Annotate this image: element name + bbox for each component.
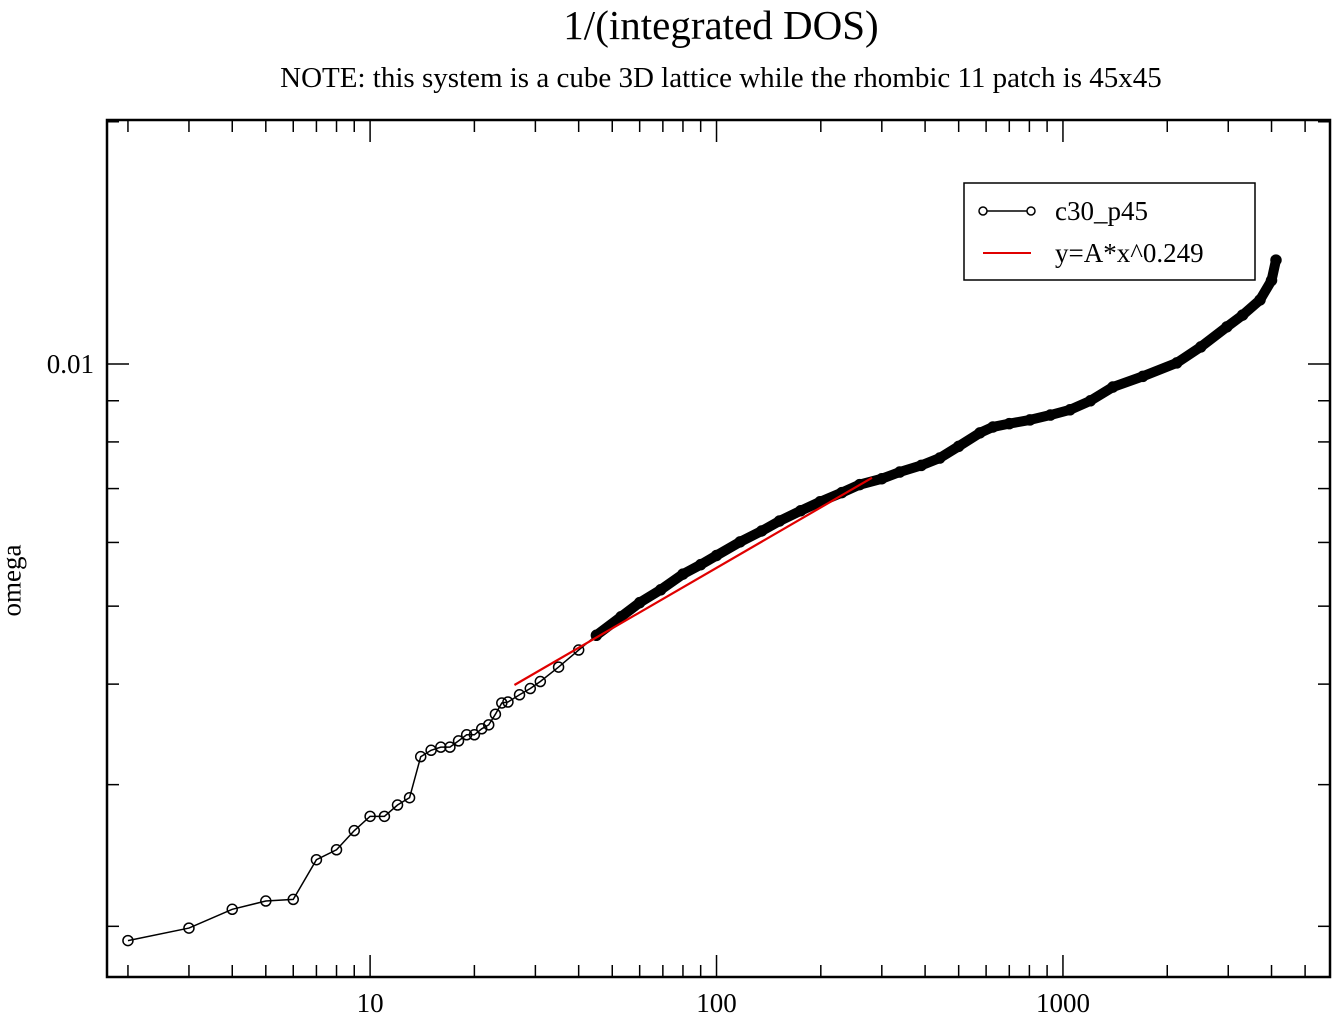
data-point-c30-p45 (633, 596, 646, 609)
legend-label-series-2: y=A*x^0.249 (1055, 238, 1204, 268)
data-point-c30-p45 (773, 515, 786, 527)
data-point-c30-p45 (794, 504, 807, 517)
data-point-c30-p45 (287, 893, 299, 906)
data-point-c30-p45 (513, 689, 526, 701)
data-point-c30-p45 (1254, 294, 1266, 306)
data-point-c30-p45 (496, 697, 508, 709)
x-tick-label: 1000 (1036, 988, 1090, 1018)
data-point-c30-p45 (934, 452, 946, 464)
data-point-c30-p45 (552, 661, 565, 673)
data-point-c30-p45 (310, 853, 323, 866)
data-point-c30-p45 (615, 611, 627, 623)
data-point-c30-p45 (677, 568, 689, 580)
series-layer (122, 254, 1282, 947)
data-point-c30-p45 (452, 735, 465, 747)
data-point-c30-p45 (1024, 414, 1036, 426)
data-point-c30-p45 (755, 525, 768, 537)
data-point-c30-p45 (1221, 321, 1233, 333)
legend-box (963, 182, 1256, 281)
data-point-c30-p45 (1137, 370, 1149, 383)
data-point-c30-p45 (364, 810, 376, 823)
data-point-c30-p45 (1003, 417, 1016, 430)
data-point-c30-p45 (734, 536, 746, 548)
legend-marker-right (1026, 206, 1036, 216)
data-point-c30-p45 (460, 729, 473, 741)
data-point-c30-p45 (987, 421, 999, 433)
data-point-c30-p45 (348, 824, 360, 837)
plot-frame (105, 118, 1332, 979)
data-point-c30-p45 (183, 922, 195, 934)
data-point-c30-p45 (226, 903, 238, 916)
data-point-c30-p45 (1107, 381, 1119, 393)
x-tick-label: 10 (357, 988, 384, 1018)
data-point-c30-p45 (1044, 409, 1057, 421)
data-point-c30-p45 (378, 810, 391, 823)
series-power-law-fit-line (513, 476, 873, 686)
data-point-c30-p45 (1236, 309, 1249, 321)
data-point-c30-p45 (853, 478, 866, 491)
data-point-c30-p45 (330, 844, 343, 856)
data-point-c30-p45 (974, 427, 986, 439)
chart-title: 1/(integrated DOS) (563, 2, 879, 48)
data-point-c30-p45 (524, 682, 537, 695)
chart-subtitle: NOTE: this system is a cube 3D lattice w… (280, 62, 1162, 94)
legend-marker-left (978, 206, 988, 216)
data-point-c30-p45 (414, 750, 427, 763)
data-point-c30-p45 (489, 708, 502, 720)
tick-labels: 10 100 1000 0.01 (47, 349, 1090, 1018)
data-point-c30-p45 (260, 895, 272, 907)
data-point-c30-p45 (710, 549, 723, 562)
data-point-c30-p45 (502, 696, 514, 708)
data-point-c30-p45 (915, 459, 928, 472)
data-point-c30-p45 (876, 472, 888, 485)
data-point-c30-p45 (1171, 357, 1183, 369)
data-point-c30-p45 (1084, 395, 1097, 407)
data-point-c30-p45 (122, 934, 134, 947)
legend: c30_p45 y=A*x^0.249 (963, 182, 1256, 281)
legend-label-series-1: c30_p45 (1055, 196, 1148, 226)
data-point-c30-p45 (468, 729, 481, 741)
data-point-c30-p45 (1064, 404, 1076, 416)
data-point-c30-p45 (482, 719, 495, 731)
data-point-c30-p45 (894, 466, 906, 478)
data-point-c30-p45 (391, 799, 404, 811)
data-point-c30-p45 (654, 584, 667, 596)
data-point-c30-p45 (694, 558, 707, 571)
data-point-c30-p45 (444, 741, 456, 753)
data-point-c30-p45 (534, 675, 547, 688)
x-tick-label: 100 (696, 988, 737, 1018)
data-point-c30-p45 (435, 741, 447, 753)
data-point-c30-p45 (1270, 254, 1282, 266)
data-point-c30-p45 (403, 791, 416, 804)
axis-ticks (107, 120, 1330, 977)
data-point-c30-p45 (1195, 341, 1207, 353)
series-c30-p45-line (127, 259, 1277, 942)
data-point-c30-p45 (952, 440, 965, 453)
y-tick-label: 0.01 (47, 349, 94, 379)
data-point-c30-p45 (1265, 274, 1278, 287)
